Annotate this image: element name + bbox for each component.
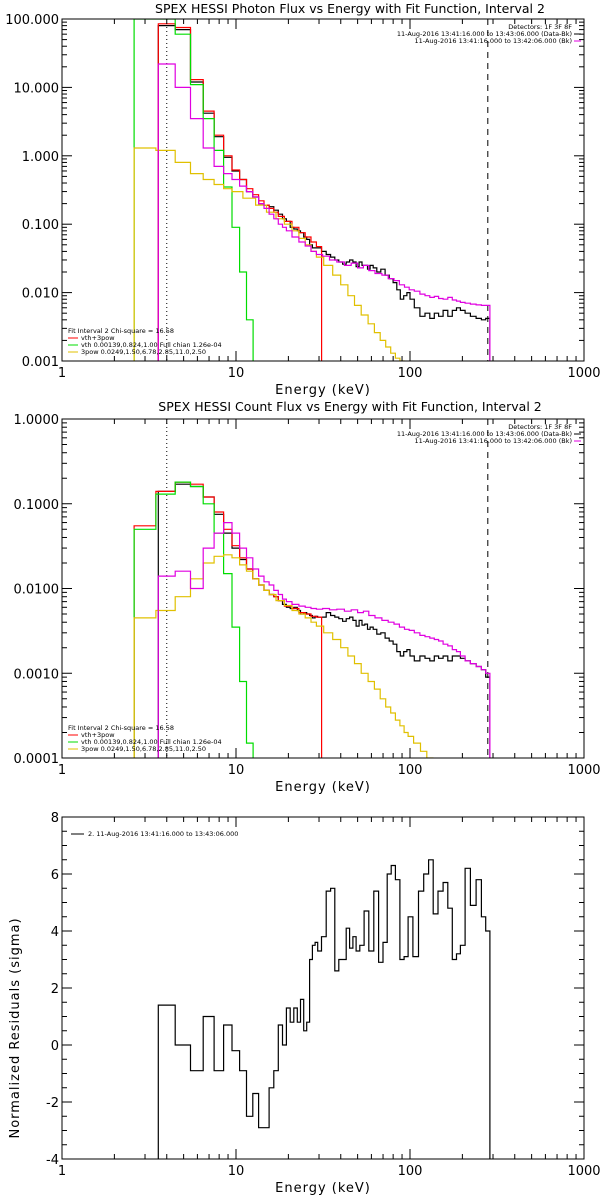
y-tick-label: 2 — [51, 982, 59, 997]
legend-text: 3pow 0.0249,1.50,6.78,2.85,11.0,2.50 — [81, 348, 206, 356]
x-tick-label: 10 — [228, 366, 245, 381]
x-tick-label: 1 — [58, 1164, 66, 1179]
tick-marks — [61, 816, 585, 1160]
y-tick-label: 1.0000 — [14, 413, 60, 428]
plot-frame — [61, 816, 585, 1160]
x-tick-label: 1000 — [567, 366, 600, 381]
plot-frame — [61, 418, 585, 759]
series-line — [157, 23, 323, 361]
legend-text: Fit Interval 2 Chi-square = 16.58 — [68, 327, 174, 335]
vertical-lines — [166, 19, 489, 361]
count-flux-panel: SPEX HESSI Count Flux vs Energy with Fit… — [14, 399, 600, 795]
legend-text: vth+3pow — [81, 731, 115, 739]
tick-marks — [61, 418, 585, 759]
x-tick-label: 1 — [58, 763, 66, 778]
x-axis-label: Energy (keV) — [275, 1181, 371, 1196]
series-line — [133, 481, 323, 758]
vertical-lines — [166, 419, 489, 758]
plot-frame — [61, 18, 585, 362]
series-line — [157, 483, 491, 758]
legend-text: 11-Aug-2016 13:41:16.000 to 13:42:06.000… — [415, 37, 572, 45]
residuals-panel: 1 10 100 1000 -4 -2 0 2 4 6 8 Energy (keV) Normal… — [8, 811, 600, 1196]
y-tick-labels: 0.001 0.010 0.100 1.000 10.000 100.000 — [5, 13, 59, 370]
legend-text: 2. 11-Aug-2016 13:41:16.000 to 13:43:06.… — [88, 830, 238, 838]
chart-title: SPEX HESSI Photon Flux vs Energy with Fi… — [155, 1, 545, 16]
y-tick-label: 0.0010 — [14, 667, 60, 682]
legend-text: 3pow 0.0249,1.50,6.78,2.85,11.0,2.50 — [81, 745, 206, 753]
x-tick-labels: 1 10 100 1000 — [58, 1164, 600, 1179]
y-tick-label: 100.000 — [5, 13, 59, 28]
series-line — [157, 522, 491, 758]
x-tick-label: 10 — [228, 763, 245, 778]
y-tick-label: 0.100 — [22, 218, 59, 233]
series-layer — [157, 859, 491, 1159]
series-line — [133, 554, 434, 758]
legend-text: vth 0.00139,0.824,1.00 Full chian 1.26e-… — [81, 738, 222, 746]
legend-text: vth 0.00139,0.824,1.00 Full chian 1.26e-… — [81, 341, 222, 349]
y-tick-label: 0.0001 — [14, 752, 60, 767]
legend-bottom-left: Fit Interval 2 Chi-square = 16.58vth+3po… — [68, 327, 222, 356]
y-tick-label: 0.001 — [22, 355, 59, 370]
series-line — [157, 859, 491, 1159]
y-tick-label: 0.1000 — [14, 498, 60, 513]
y-axis-label: Normalized Residuals (sigma) — [8, 917, 23, 1138]
y-tick-label: 0 — [51, 1039, 59, 1054]
legend-text: 11-Aug-2016 13:41:16.000 to 13:43:06.000… — [397, 30, 572, 38]
x-tick-labels: 1 10 100 1000 — [58, 763, 600, 778]
legend-text: 11-Aug-2016 13:41:16.000 to 13:43:06.000… — [397, 430, 572, 438]
y-tick-label: -4 — [46, 1153, 59, 1168]
series-layer — [133, 481, 491, 758]
legend-text: vth+3pow — [81, 334, 115, 342]
y-tick-label: 4 — [51, 925, 59, 940]
legend-bottom-left: Fit Interval 2 Chi-square = 16.58vth+3po… — [68, 724, 222, 753]
y-tick-label: 1.000 — [22, 150, 59, 165]
series-line — [133, 147, 405, 361]
legend-text: Detectors: 1F 3F 8F — [508, 423, 572, 431]
series-line — [157, 25, 491, 361]
x-tick-label: 1000 — [567, 1164, 600, 1179]
x-tick-label: 100 — [398, 366, 423, 381]
legend-top-left: 2. 11-Aug-2016 13:41:16.000 to 13:43:06.… — [71, 830, 238, 838]
y-tick-label: -2 — [46, 1096, 59, 1111]
x-tick-label: 100 — [398, 1164, 423, 1179]
x-tick-label: 10 — [228, 1164, 245, 1179]
series-layer — [133, 19, 491, 361]
y-tick-label: 10.000 — [14, 81, 60, 96]
y-tick-label: 8 — [51, 811, 59, 826]
tick-marks — [61, 18, 585, 362]
y-tick-labels: -4 -2 0 2 4 6 8 — [46, 811, 59, 1168]
legend-text: Fit Interval 2 Chi-square = 16.58 — [68, 724, 174, 732]
series-line — [157, 63, 491, 361]
y-tick-label: 6 — [51, 868, 59, 883]
photon-flux-panel: SPEX HESSI Photon Flux vs Energy with Fi… — [5, 1, 600, 398]
x-axis-label: Energy (keV) — [275, 383, 371, 398]
x-tick-label: 1000 — [567, 763, 600, 778]
legend-text: Detectors: 1F 3F 8F — [508, 23, 572, 31]
series-line — [133, 481, 254, 758]
chart-title: SPEX HESSI Count Flux vs Energy with Fit… — [158, 399, 541, 414]
legend-text: 11-Aug-2016 13:41:16.000 to 13:42:06.000… — [415, 437, 572, 445]
x-axis-label: Energy (keV) — [275, 780, 371, 795]
x-tick-label: 1 — [58, 366, 66, 381]
y-tick-label: 0.0100 — [14, 583, 60, 598]
x-tick-labels: 1 10 100 1000 — [58, 366, 600, 381]
x-tick-label: 100 — [398, 763, 423, 778]
y-tick-labels: 0.0001 0.0010 0.0100 0.1000 1.0000 — [14, 413, 60, 767]
y-tick-label: 0.010 — [22, 287, 59, 302]
